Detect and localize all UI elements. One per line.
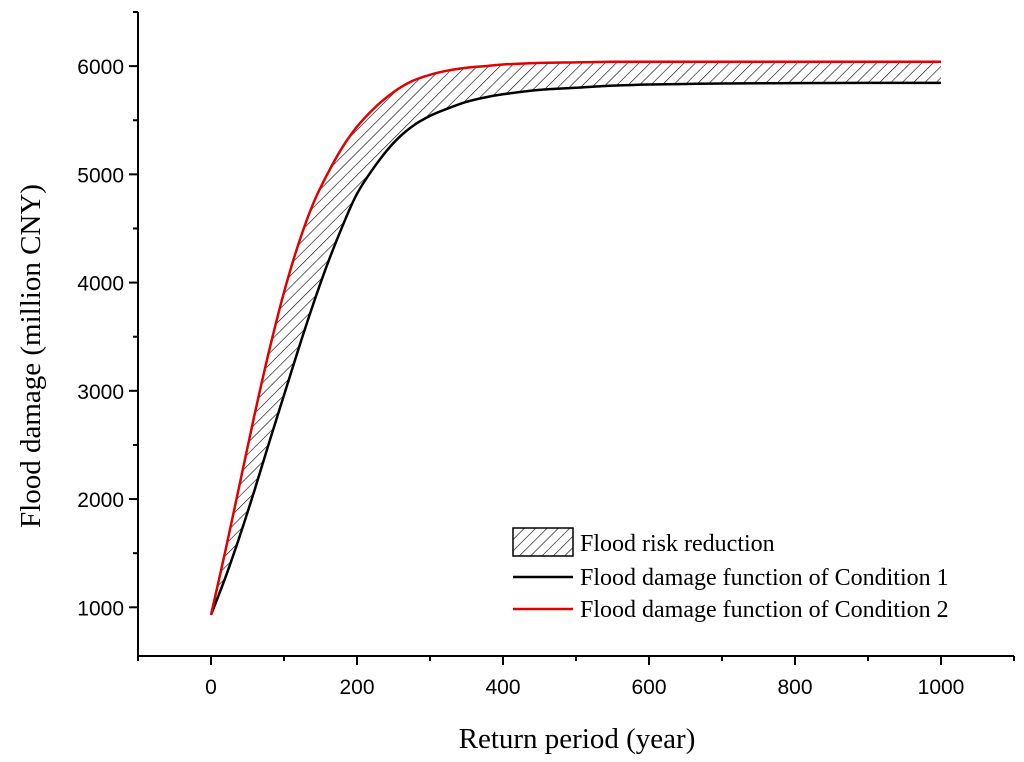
y-tick-label: 6000 <box>77 56 124 79</box>
x-tick-label: 400 <box>485 676 520 699</box>
legend-swatch-flood-risk-reduction <box>512 527 574 557</box>
area-layer <box>211 61 941 615</box>
axes-layer <box>137 12 1014 657</box>
x-tick-label: 200 <box>339 676 374 699</box>
y-tick-label: 4000 <box>77 273 124 296</box>
x-tick-label: 800 <box>777 676 812 699</box>
legend-label-condition-1: Flood damage function of Condition 1 <box>580 565 949 591</box>
y-tick-label: 5000 <box>77 164 124 187</box>
series-line-condition-2 <box>209 60 941 616</box>
y-tick-label: 3000 <box>77 381 124 404</box>
legend-label-flood-risk-reduction: Flood risk reduction <box>580 531 775 557</box>
x-tick-label: 1000 <box>918 676 965 699</box>
x-axis-title: Return period (year) <box>459 723 696 755</box>
y-axis-title: Flood damage (million CNY) <box>15 184 47 528</box>
series-layer <box>209 60 942 616</box>
y-tick-label: 1000 <box>77 597 124 620</box>
ticks-layer: 0 200 400 600 800 1000 1000 2000 3000 4000 5000 600… <box>77 11 1015 699</box>
x-tick-label: 600 <box>631 676 666 699</box>
series-line-condition-1 <box>209 81 942 616</box>
x-tick-label: 0 <box>205 676 217 699</box>
y-tick-label: 2000 <box>77 489 124 512</box>
legend: Flood risk reduction Flood damage functi… <box>512 527 949 623</box>
flood-risk-reduction-area <box>211 61 941 615</box>
legend-label-condition-2: Flood damage function of Condition 2 <box>580 597 949 623</box>
